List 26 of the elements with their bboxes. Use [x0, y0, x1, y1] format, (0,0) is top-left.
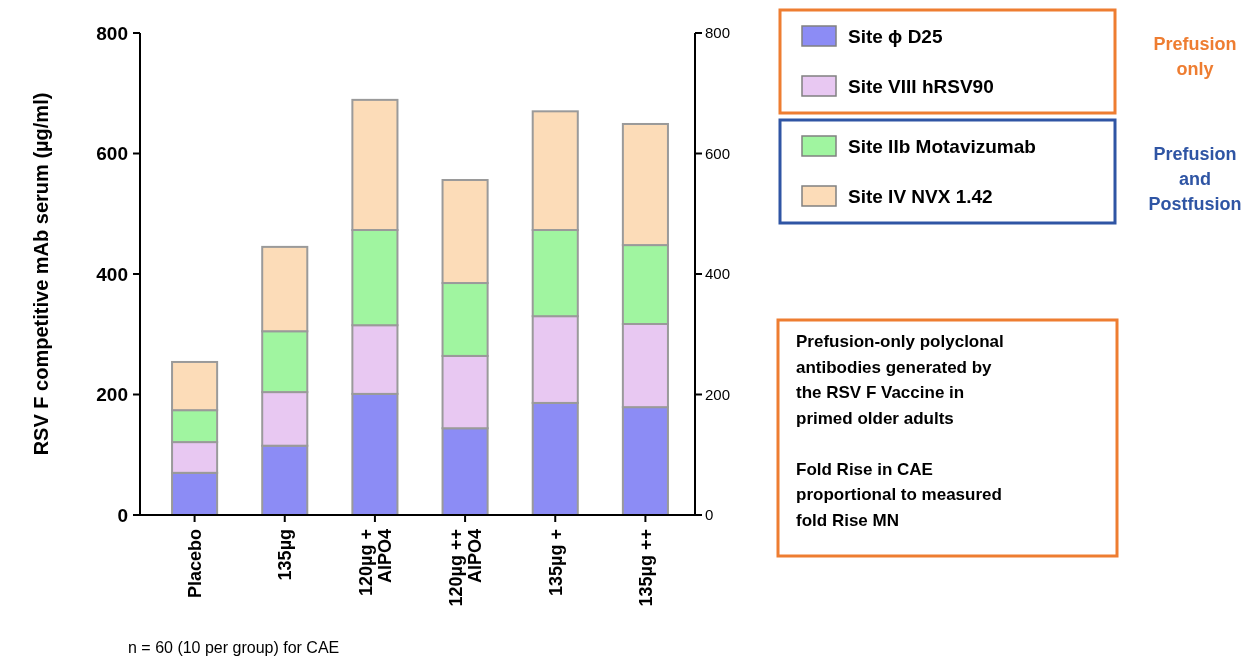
y2-tick-label: 400	[705, 265, 731, 283]
x-tick-label: 120µg + AlPO4	[356, 529, 396, 596]
legend-label: Site IV NVX 1.42	[848, 185, 993, 207]
x-tick-label: Placebo	[184, 529, 205, 599]
y-tick-label: 400	[96, 263, 128, 285]
legend-label: Site VIII hRSV90	[848, 75, 994, 97]
y2-tick-label: 200	[705, 385, 731, 403]
y-axis-title: RSV F competitive mAb serum (µg/ml)	[30, 92, 52, 456]
y-tick-label: 200	[96, 384, 128, 406]
legend-label: Site ϕ D25	[848, 25, 943, 47]
text: Prefusion and Postfusion	[1148, 144, 1242, 215]
y2-tick-label: 800	[705, 24, 731, 42]
y-tick-label: 0	[117, 504, 128, 526]
text: n = 60 (10 per group) for CAE	[128, 639, 340, 656]
y-tick-label: 600	[96, 143, 128, 165]
x-tick-label: 135µg	[275, 529, 296, 581]
x-tick-label: 135µg ++	[635, 529, 656, 607]
x-tick-label: 120µg ++ AlPO4	[446, 529, 486, 607]
text: Fold Rise in CAE proportional to measured fold Rise MN	[796, 459, 1002, 530]
text: Prefusion only	[1153, 34, 1237, 80]
y2-tick-label: 600	[705, 144, 731, 162]
text: Prefusion-only polyclonal antibodies generated by the RSV F Vaccine in primed older adults	[796, 332, 1004, 428]
y2-tick-label: 0	[705, 506, 714, 524]
y-tick-label: 800	[96, 22, 128, 44]
x-tick-label: 135µg +	[545, 529, 566, 596]
legend-label: Site IIb Motavizumab	[848, 135, 1036, 157]
